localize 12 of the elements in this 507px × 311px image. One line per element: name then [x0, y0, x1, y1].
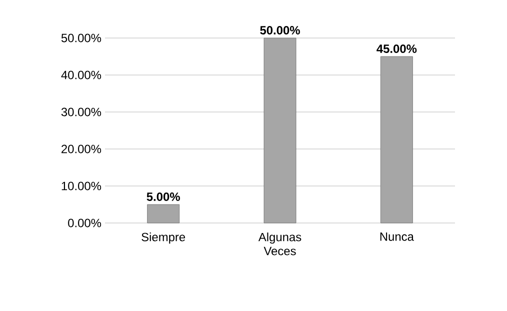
data-label: 45.00% — [376, 44, 417, 53]
data-label: 5.00% — [146, 192, 180, 201]
y-tick-label: 0.00% — [68, 218, 102, 228]
y-tick-label: 20.00% — [62, 144, 102, 154]
y-tick-label: 10.00% — [62, 182, 102, 190]
x-tick-label: Siempre — [142, 232, 186, 244]
data-label: 50.00% — [260, 26, 300, 34]
y-tick-label: 30.00% — [61, 108, 102, 116]
x-tick-label: Algunas Veces — [258, 232, 302, 256]
y-tick-label: 50.00% — [61, 34, 102, 42]
y-tick-label: 40.00% — [61, 70, 102, 80]
x-tick-label: Nunca — [380, 232, 414, 241]
